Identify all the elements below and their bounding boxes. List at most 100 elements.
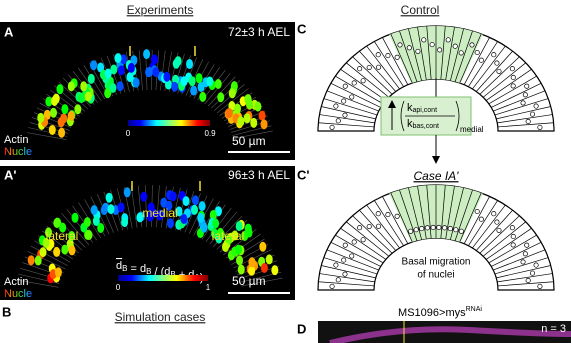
cell-edge: [335, 234, 384, 264]
nucleus: [406, 45, 412, 51]
nucleus: [360, 237, 366, 243]
nucleus: [209, 209, 217, 220]
region: lateral: [212, 229, 245, 243]
nucleus: [397, 42, 403, 48]
cell-edge: [58, 81, 89, 110]
channel: Actin: [4, 134, 28, 146]
nucleus: [37, 112, 45, 123]
nucleus: [419, 226, 425, 232]
nucleus: [341, 98, 347, 104]
description: of nuclei: [417, 270, 454, 281]
cell-edge: [454, 190, 473, 241]
nucleus: [121, 217, 129, 228]
nucleus: [165, 200, 173, 211]
panel-label: A: [4, 24, 14, 39]
nucleus: [245, 227, 253, 238]
cell-edge: [352, 56, 393, 95]
nucleus: [136, 212, 144, 223]
subscript: medial: [460, 125, 484, 134]
panel-label: C': [297, 167, 309, 182]
nucleus: [169, 191, 177, 202]
nucleus: [385, 53, 391, 59]
nucleus: [190, 85, 198, 96]
nucleus: [458, 50, 464, 56]
formula-sub: B: [170, 270, 175, 279]
nucleus: [259, 241, 267, 252]
nucleus: [243, 113, 251, 124]
nucleus: [246, 99, 254, 110]
region: lateral: [46, 229, 79, 243]
channel: Nucle: [4, 288, 32, 300]
cell-edge: [326, 249, 379, 271]
nucleus: [357, 225, 363, 231]
nucleus: [39, 247, 47, 258]
formula-part: / (d: [151, 266, 170, 278]
nucleus: [394, 213, 400, 219]
cell-edge: [318, 281, 375, 287]
nucleus: [342, 83, 348, 89]
cell-edge: [233, 130, 273, 139]
genotype: MS1096>mysRNAi: [398, 306, 482, 319]
cell-edge: [440, 26, 446, 80]
nucleus: [34, 255, 42, 266]
nucleus: [375, 64, 382, 70]
nucleus: [49, 269, 57, 280]
nucleus: [510, 83, 516, 89]
nucleus: [533, 103, 539, 109]
nucleus: [150, 54, 158, 65]
parenthesis: [400, 100, 460, 132]
cell-edge: [359, 50, 396, 92]
nucleus: [56, 84, 64, 95]
cell-edge: [318, 122, 375, 128]
nucleus: [67, 81, 75, 92]
colorbar-label: 0: [116, 283, 121, 292]
nucleus: [429, 42, 435, 48]
nucleus: [385, 212, 391, 218]
stage: 96±3 h AEL: [228, 168, 290, 182]
nucleus: [180, 213, 188, 224]
nucleus: [180, 76, 188, 87]
nucleus: [237, 116, 245, 127]
cell-edge: [61, 213, 90, 246]
nucleus: [237, 264, 245, 275]
channel: Nucle: [4, 146, 32, 158]
nucleus: [90, 205, 98, 216]
nucleus: [107, 204, 115, 215]
cell-edge: [488, 75, 537, 105]
cell-edge: [130, 186, 138, 228]
nucleus: [351, 239, 357, 245]
nucleus: [349, 94, 355, 100]
nucleus: [375, 52, 381, 58]
nucleus: [250, 117, 258, 128]
nucleus: [51, 95, 59, 106]
formula-part: = d: [127, 263, 146, 275]
nucleus: [235, 244, 243, 255]
cell-edge: [454, 31, 473, 82]
nucleus: [349, 253, 355, 259]
cell-edge: [497, 122, 554, 128]
nucleus: [188, 76, 196, 87]
nucleus: [100, 205, 108, 216]
cell-edge: [216, 88, 249, 114]
nucleus: [421, 37, 427, 43]
cell-edge: [440, 185, 446, 239]
nucleus: [474, 208, 480, 215]
nucleus: [375, 211, 381, 217]
cell-edge: [482, 62, 526, 98]
description: Basal migration: [402, 257, 471, 268]
nucleus: [216, 227, 224, 238]
cell-edge: [335, 75, 384, 105]
nucleus: [130, 55, 138, 66]
nucleus: [366, 223, 372, 230]
nucleus: [415, 48, 421, 54]
cell-edge: [491, 83, 542, 108]
nucleus: [27, 255, 35, 266]
colorbar-label: 0.9: [204, 129, 216, 138]
nucleus: [537, 283, 543, 289]
cell-edge: [445, 27, 455, 80]
cell-edge: [476, 209, 513, 251]
cell-edge: [408, 28, 422, 81]
cell-edge: [426, 185, 432, 239]
cell-edge: [468, 200, 498, 246]
nucleus: [491, 211, 497, 217]
